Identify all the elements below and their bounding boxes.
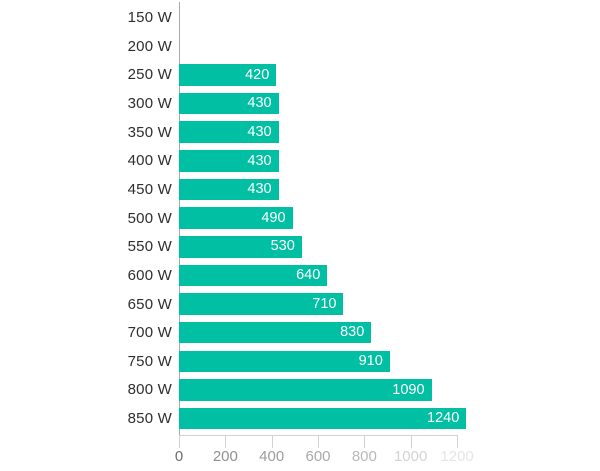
x-axis-tick-mark [364, 435, 366, 448]
chart-row: 550 W 530 [0, 232, 600, 261]
bar: 910 [179, 350, 390, 373]
chart-row: 300 W 430 [0, 89, 600, 118]
chart-row: 650 W 710 [0, 290, 600, 319]
bar: 420 [179, 64, 277, 86]
bar: 640 [179, 264, 328, 287]
category-label: 550 W [127, 238, 172, 256]
chart-row: 850 W 1240 [0, 404, 600, 433]
chart-row: 350 W 430 [0, 118, 600, 147]
bar-value-label: 910 [358, 353, 383, 370]
bar-value-label: 830 [340, 324, 365, 341]
chart-row: 700 W 830 [0, 318, 600, 347]
x-axis-tick-mark [271, 435, 273, 448]
chart-row: 250 W 420 [0, 61, 600, 90]
x-axis-tick-label: 1200 [440, 448, 474, 465]
x-axis-tick-label: 600 [305, 448, 331, 465]
bar-value-label: 430 [247, 152, 272, 169]
x-axis-tick-mark [410, 435, 412, 448]
category-label: 700 W [127, 324, 172, 342]
chart-row: 600 W 640 [0, 261, 600, 290]
x-axis-tick-label: 800 [351, 448, 377, 465]
x-axis-tick-label: 400 [259, 448, 285, 465]
bar-value-label: 420 [245, 66, 270, 83]
x-axis-tick-label: 1000 [393, 448, 428, 465]
chart-row: 500 W 490 [0, 204, 600, 233]
category-label: 200 W [127, 37, 172, 55]
bar-value-label: 530 [270, 238, 295, 255]
chart-row: 150 W [0, 3, 600, 32]
bar: 830 [179, 321, 372, 344]
bar: 710 [179, 293, 344, 315]
category-label: 250 W [127, 66, 172, 84]
bar: 430 [179, 178, 279, 201]
chart-row: 200 W [0, 32, 600, 61]
bar-value-label: 430 [247, 181, 272, 198]
x-axis-tick-label: 200 [212, 448, 238, 465]
bar: 430 [179, 92, 279, 115]
category-label: 150 W [127, 9, 172, 26]
chart-row: 400 W 430 [0, 146, 600, 175]
bar: 490 [179, 207, 293, 229]
bar-value-label: 640 [296, 267, 321, 284]
x-axis-tick-mark [179, 435, 180, 448]
x-axis-tick-mark [318, 435, 319, 448]
category-label: 450 W [127, 180, 172, 198]
bar: 430 [179, 121, 279, 143]
bar-value-label: 430 [247, 123, 272, 140]
bar-value-label: 490 [261, 209, 286, 226]
category-label: 650 W [127, 295, 172, 313]
bar: 530 [179, 235, 302, 258]
category-label: 400 W [127, 152, 172, 170]
category-label: 750 W [127, 352, 172, 370]
bar-value-label: 1090 [392, 381, 425, 398]
bar: 1090 [179, 379, 432, 401]
chart-row: 450 W 430 [0, 175, 600, 204]
bar-value-label: 1240 [427, 410, 460, 427]
x-axis-tick-label: 0 [174, 448, 184, 465]
chart-row: 800 W 1090 [0, 376, 600, 405]
category-label: 500 W [127, 209, 172, 227]
x-axis-tick-mark [457, 435, 458, 448]
category-label: 800 W [127, 381, 172, 399]
x-axis-tick-mark [225, 435, 227, 448]
category-label: 350 W [127, 123, 172, 141]
category-label: 600 W [127, 266, 172, 284]
category-label: 850 W [127, 410, 172, 428]
category-label: 300 W [127, 94, 172, 112]
bar: 1240 [179, 407, 467, 430]
bar-value-label: 430 [247, 95, 272, 112]
bar-value-label: 710 [312, 295, 337, 312]
chart-row: 750 W 910 [0, 347, 600, 376]
bar: 430 [179, 149, 279, 172]
